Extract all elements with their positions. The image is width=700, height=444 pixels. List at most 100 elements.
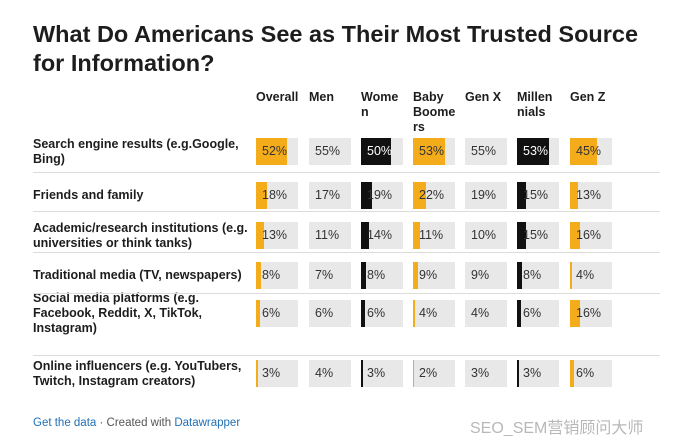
cell-3-2: 8% [361, 262, 403, 289]
cell-0-3: 53% [413, 138, 455, 165]
cell-3-3: 9% [413, 262, 455, 289]
cell-5-4: 3% [465, 360, 507, 387]
cell-5-3: 2% [413, 360, 455, 387]
column-header-men: Men [309, 90, 334, 104]
cell-4-6: 16% [570, 300, 612, 327]
column-header-millennials: Millen nials [517, 90, 553, 119]
cell-4-3: 4% [413, 300, 455, 327]
cell-1-4: 19% [465, 182, 507, 209]
cell-4-4: 4% [465, 300, 507, 327]
value-label: 9% [471, 268, 490, 282]
cell-track [570, 262, 612, 289]
footer: Get the data · Created with Datawrapper [33, 417, 240, 429]
cell-0-4: 55% [465, 138, 507, 165]
datawrapper-link[interactable]: Datawrapper [174, 417, 241, 429]
cell-1-0: 18% [256, 182, 298, 209]
cell-track [361, 262, 403, 289]
value-label: 3% [523, 366, 542, 380]
value-label: 18% [262, 188, 288, 202]
value-bar [309, 360, 312, 387]
value-label: 15% [523, 228, 549, 242]
value-label: 3% [471, 366, 490, 380]
value-label: 19% [367, 188, 393, 202]
row-label-3: Traditional media (TV, newspapers) [33, 268, 242, 282]
value-label: 9% [419, 268, 438, 282]
value-label: 53% [523, 144, 549, 158]
column-header-overall: Overall [256, 90, 299, 104]
value-bar [465, 182, 477, 209]
value-label: 10% [471, 228, 497, 242]
cell-track [361, 300, 403, 327]
cell-track [413, 262, 455, 289]
cell-1-1: 17% [309, 182, 351, 209]
value-bar [517, 360, 519, 387]
value-bar [465, 300, 468, 327]
value-bar [413, 262, 419, 289]
cell-track [413, 360, 455, 387]
value-label: 8% [367, 268, 386, 282]
value-bar [517, 182, 526, 209]
value-label: 4% [471, 306, 490, 320]
cell-0-0: 52% [256, 138, 298, 165]
value-bar [256, 262, 261, 289]
get-data-link[interactable]: Get the data [33, 417, 97, 429]
row-separator [33, 211, 660, 212]
cell-0-5: 53% [517, 138, 559, 165]
value-label: 4% [315, 366, 334, 380]
cell-track [256, 360, 298, 387]
value-bar [517, 222, 526, 249]
value-label: 50% [367, 144, 393, 158]
created-with-text: Created with [106, 417, 172, 429]
value-label: 13% [576, 188, 602, 202]
cell-0-1: 55% [309, 138, 351, 165]
value-label: 4% [576, 268, 595, 282]
cell-2-4: 10% [465, 222, 507, 249]
value-label: 4% [419, 306, 438, 320]
value-bar [517, 138, 549, 165]
cell-5-6: 6% [570, 360, 612, 387]
value-label: 45% [576, 144, 602, 158]
cell-track [517, 300, 559, 327]
value-bar [570, 262, 573, 289]
cell-track [570, 360, 612, 387]
cell-track [465, 300, 507, 327]
cell-track [309, 262, 351, 289]
row-label-1: Friends and family [33, 188, 144, 202]
value-bar [256, 360, 258, 387]
value-bar [309, 300, 313, 327]
chart-title: What Do Americans See as Their Most Trus… [33, 21, 639, 76]
row-label-5: Online influencers (e.g. YouTubers, Twitc… [33, 358, 242, 388]
value-label: 6% [576, 366, 595, 380]
value-bar [570, 360, 574, 387]
value-bar [361, 262, 366, 289]
value-label: 6% [315, 306, 334, 320]
cell-2-3: 11% [413, 222, 455, 249]
value-bar [465, 262, 471, 289]
footer-separator: · [99, 417, 104, 429]
column-header-gen-x: Gen X [465, 90, 502, 104]
cell-track [309, 300, 351, 327]
cell-3-1: 7% [309, 262, 351, 289]
value-bar [413, 182, 427, 209]
value-label: 8% [523, 268, 542, 282]
cell-track [413, 222, 455, 249]
value-bar [413, 300, 416, 327]
value-label: 52% [262, 144, 288, 158]
value-bar [309, 222, 316, 249]
value-label: 53% [419, 144, 445, 158]
value-bar [517, 300, 521, 327]
value-label: 55% [471, 144, 497, 158]
value-bar [309, 138, 342, 165]
value-bar [465, 360, 467, 387]
cell-1-2: 19% [361, 182, 403, 209]
cell-2-0: 13% [256, 222, 298, 249]
row-separator [33, 172, 660, 173]
value-label: 3% [367, 366, 386, 380]
value-bar [465, 222, 471, 249]
cell-3-5: 8% [517, 262, 559, 289]
value-label: 6% [262, 306, 281, 320]
cell-track [517, 262, 559, 289]
cell-track [256, 300, 298, 327]
value-label: 6% [523, 306, 542, 320]
value-label: 8% [262, 268, 281, 282]
